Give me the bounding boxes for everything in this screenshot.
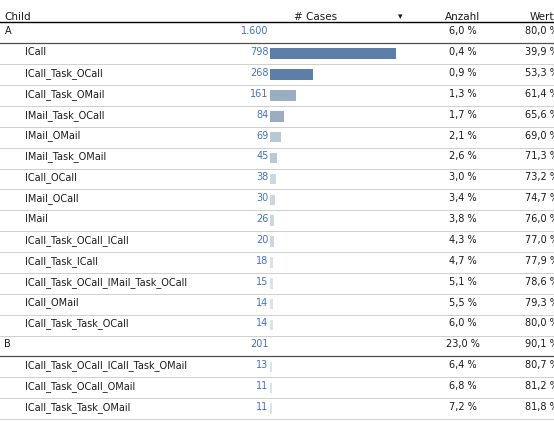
Text: IMail_Task_OCall: IMail_Task_OCall xyxy=(25,110,105,121)
Text: 80,7 %: 80,7 % xyxy=(525,360,554,370)
Text: Wert: Wert xyxy=(530,12,554,22)
Bar xyxy=(270,90,296,101)
Text: B: B xyxy=(4,339,11,349)
Text: ICall_Task_OMail: ICall_Task_OMail xyxy=(25,89,105,100)
Text: 61,4 %: 61,4 % xyxy=(525,89,554,99)
Text: 3,8 %: 3,8 % xyxy=(449,214,476,224)
Text: 3,4 %: 3,4 % xyxy=(449,193,476,203)
Text: ▾: ▾ xyxy=(398,12,403,21)
Text: A: A xyxy=(4,26,11,36)
Text: 798: 798 xyxy=(250,47,269,57)
Text: 45: 45 xyxy=(257,151,269,161)
Text: ICall_Task_OCall_OMail: ICall_Task_OCall_OMail xyxy=(25,381,135,392)
Bar xyxy=(270,132,281,142)
Text: ICall_Task_Task_OMail: ICall_Task_Task_OMail xyxy=(25,402,130,413)
Text: 20: 20 xyxy=(257,235,269,245)
Text: 201: 201 xyxy=(250,339,269,349)
Text: Anzahl: Anzahl xyxy=(445,12,480,22)
Text: 2,1 %: 2,1 % xyxy=(449,130,476,141)
Text: ICall_Task_Task_OCall: ICall_Task_Task_OCall xyxy=(25,319,129,329)
Text: 1,7 %: 1,7 % xyxy=(449,110,476,119)
Bar xyxy=(270,257,273,268)
Text: 80,0 %: 80,0 % xyxy=(525,26,554,36)
Text: 84: 84 xyxy=(257,110,269,119)
Text: 76,0 %: 76,0 % xyxy=(525,214,554,224)
Bar xyxy=(270,111,284,122)
Text: ICall_Task_ICall: ICall_Task_ICall xyxy=(25,256,98,267)
Text: 5,5 %: 5,5 % xyxy=(449,298,476,308)
Text: 6,8 %: 6,8 % xyxy=(449,381,476,391)
Text: 73,2 %: 73,2 % xyxy=(525,172,554,182)
Text: 23,0 %: 23,0 % xyxy=(445,339,480,349)
Text: 74,7 %: 74,7 % xyxy=(525,193,554,203)
Text: 30: 30 xyxy=(257,193,269,203)
Text: 6,0 %: 6,0 % xyxy=(449,319,476,328)
Text: 18: 18 xyxy=(257,256,269,266)
Text: IMail: IMail xyxy=(25,214,48,224)
Text: 80,0 %: 80,0 % xyxy=(525,319,554,328)
Text: ICall_Task_OCall: ICall_Task_OCall xyxy=(25,68,102,79)
Text: # Cases: # Cases xyxy=(294,12,337,22)
Text: 5,1 %: 5,1 % xyxy=(449,277,476,287)
Text: 77,9 %: 77,9 % xyxy=(525,256,554,266)
Text: 69: 69 xyxy=(257,130,269,141)
Text: ICall_OCall: ICall_OCall xyxy=(25,172,77,183)
Text: 81,8 %: 81,8 % xyxy=(525,402,554,412)
Bar xyxy=(270,49,396,59)
Text: 78,6 %: 78,6 % xyxy=(525,277,554,287)
Text: 268: 268 xyxy=(250,68,269,78)
Text: ICall: ICall xyxy=(25,47,46,57)
Text: 14: 14 xyxy=(257,298,269,308)
Bar xyxy=(270,320,273,330)
Text: IMail_Task_OMail: IMail_Task_OMail xyxy=(25,151,106,162)
Bar xyxy=(270,216,274,226)
Text: 6,4 %: 6,4 % xyxy=(449,360,476,370)
Text: ICall_Task_OCall_ICall: ICall_Task_OCall_ICall xyxy=(25,235,129,246)
Text: 161: 161 xyxy=(250,89,269,99)
Text: IMail_OCall: IMail_OCall xyxy=(25,193,79,204)
Text: 90,1 %: 90,1 % xyxy=(525,339,554,349)
Text: 13: 13 xyxy=(257,360,269,370)
Text: 15: 15 xyxy=(257,277,269,287)
Text: 4,3 %: 4,3 % xyxy=(449,235,476,245)
Text: 71,3 %: 71,3 % xyxy=(525,151,554,161)
Bar xyxy=(270,278,273,289)
Bar xyxy=(270,403,272,414)
Text: 0,4 %: 0,4 % xyxy=(449,47,476,57)
Text: IMail_OMail: IMail_OMail xyxy=(25,130,80,141)
Text: 26: 26 xyxy=(257,214,269,224)
Text: 65,6 %: 65,6 % xyxy=(525,110,554,119)
Text: 77,0 %: 77,0 % xyxy=(525,235,554,245)
Text: ICall_Task_OCall_ICall_Task_OMail: ICall_Task_OCall_ICall_Task_OMail xyxy=(25,360,187,371)
Bar xyxy=(270,153,278,163)
Text: ICall_OMail: ICall_OMail xyxy=(25,298,79,308)
Bar xyxy=(270,362,273,372)
Bar xyxy=(270,299,273,309)
Text: 53,3 %: 53,3 % xyxy=(525,68,554,78)
Text: 81,2 %: 81,2 % xyxy=(525,381,554,391)
Text: 38: 38 xyxy=(257,172,269,182)
Text: 39,9 %: 39,9 % xyxy=(525,47,554,57)
Text: 11: 11 xyxy=(257,402,269,412)
Bar xyxy=(270,236,274,247)
Bar xyxy=(270,69,312,80)
Text: 4,7 %: 4,7 % xyxy=(449,256,476,266)
Text: ICall_Task_OCall_IMail_Task_OCall: ICall_Task_OCall_IMail_Task_OCall xyxy=(25,277,187,287)
Text: Child: Child xyxy=(4,12,31,22)
Bar xyxy=(270,174,276,184)
Text: 7,2 %: 7,2 % xyxy=(449,402,476,412)
Text: 2,6 %: 2,6 % xyxy=(449,151,476,161)
Bar xyxy=(270,382,272,393)
Text: 3,0 %: 3,0 % xyxy=(449,172,476,182)
Text: 11: 11 xyxy=(257,381,269,391)
Text: 0,9 %: 0,9 % xyxy=(449,68,476,78)
Text: 1.600: 1.600 xyxy=(241,26,269,36)
Text: 14: 14 xyxy=(257,319,269,328)
Bar xyxy=(270,195,275,205)
Text: 79,3 %: 79,3 % xyxy=(525,298,554,308)
Text: 1,3 %: 1,3 % xyxy=(449,89,476,99)
Text: 6,0 %: 6,0 % xyxy=(449,26,476,36)
Text: 69,0 %: 69,0 % xyxy=(525,130,554,141)
